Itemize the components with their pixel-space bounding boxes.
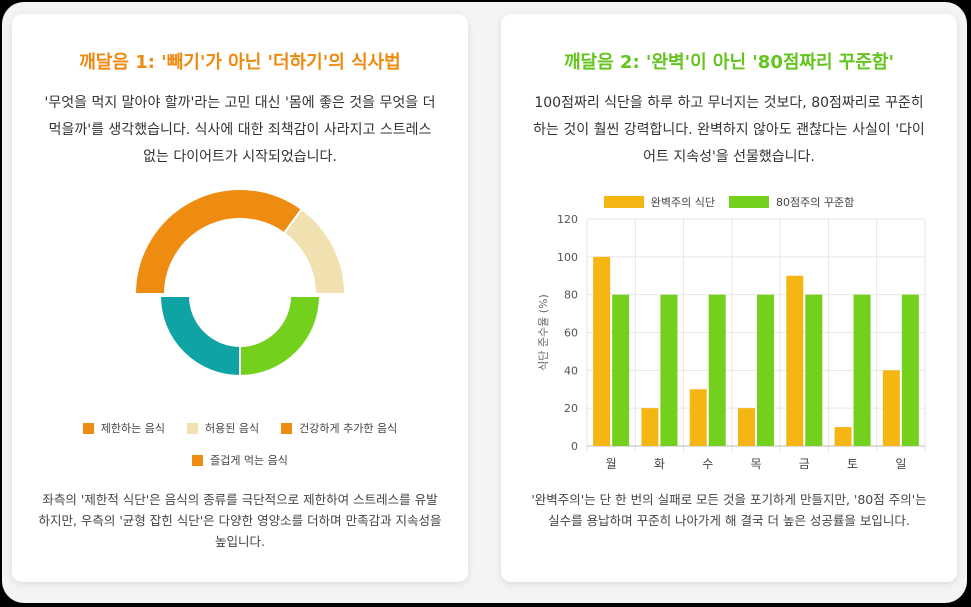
right-card-description: 100점짜리 식단을 하루 하고 무너지는 것보다, 80점짜리로 꾸준히 하는… [533, 95, 925, 165]
legend-item: 완벽주의 식단 [603, 194, 715, 210]
legend-label: 80점주의 꾸준함 [776, 196, 855, 209]
x-tick-label: 화 [654, 457, 665, 471]
y-tick-label: 80 [564, 289, 578, 302]
y-tick-label: 20 [564, 402, 578, 415]
legend-item: 80점주의 꾸준함 [729, 194, 854, 210]
legend-item: 건강하게 추가한 음식 [281, 420, 397, 436]
bar [689, 389, 707, 446]
y-tick-label: 120 [557, 213, 578, 226]
bar-chart: 0 20 40 60 80 100 120 식단 준수율 (%) 월 화 수 목 금 토 일 [537, 213, 926, 471]
x-tick-label: 수 [702, 457, 713, 471]
left-card: 깨달음 1: '빼기'가 아닌 '더하기'의 식사법 '무엇을 먹지 말아야 할… [12, 14, 468, 582]
right-card-note: '완벽주의'는 단 한 번의 실패로 모든 것을 포기하게 만들지만, '80점… [531, 492, 927, 528]
bar [593, 256, 611, 446]
bar [708, 294, 726, 446]
legend-swatch [281, 422, 293, 434]
donut-legend-row-1: 제한하는 음식 허용된 음식 건강하게 추가한 음식 [12, 420, 468, 436]
legend-label: 즐겁게 먹는 음식 [210, 454, 288, 467]
x-tick-label: 일 [895, 457, 906, 471]
bar [757, 294, 774, 446]
y-tick-label: 100 [557, 251, 578, 264]
x-tick-label: 금 [799, 457, 810, 471]
right-card-title: 깨달음 2: '완벽'이 아닌 '80점짜리 꾸준함' [564, 52, 894, 73]
left-card-description: '무엇을 먹지 말아야 할까'라는 고민 대신 '몸에 좋은 것을 무엇을 더 … [44, 95, 436, 165]
x-tick-label: 월 [606, 457, 617, 471]
left-card-note: 좌측의 '제한적 식단'은 음식의 종류를 극단적으로 제한하여 스트레스를 유… [38, 492, 442, 549]
legend-swatch [187, 422, 199, 434]
double-ring-chart [133, 188, 347, 378]
legend-label: 완벽주의 식단 [650, 196, 715, 209]
donut-slice [133, 188, 304, 295]
donut-slice [158, 295, 241, 378]
y-axis-label: 식단 준수율 (%) [537, 294, 550, 371]
bar [834, 427, 852, 446]
donut-slice [239, 295, 322, 378]
legend-label: 허용된 음식 [205, 422, 260, 435]
right-card: 깨달음 2: '완벽'이 아닌 '80점짜리 꾸준함' 100점짜리 식단을 하… [501, 14, 957, 582]
bar [882, 370, 900, 446]
legend-swatch [729, 196, 769, 208]
bar [805, 294, 823, 446]
bar [612, 294, 630, 446]
legend-item: 즐겁게 먹는 음식 [192, 452, 288, 468]
y-tick-label: 40 [564, 364, 578, 377]
bar [641, 408, 659, 446]
legend-swatch [82, 422, 94, 434]
bar [853, 294, 871, 446]
y-tick-label: 0 [571, 440, 578, 453]
legend-swatch [603, 196, 644, 208]
x-tick-label: 토 [847, 457, 858, 471]
bar [786, 275, 804, 446]
bar [660, 294, 678, 446]
bar [738, 408, 755, 446]
legend-label: 건강하게 추가한 음식 [299, 422, 398, 435]
legend-label: 제한하는 음식 [100, 422, 166, 435]
legend-swatch [192, 454, 204, 466]
donut-legend-row-2: 즐겁게 먹는 음식 [12, 452, 468, 468]
bar [901, 294, 919, 446]
bar-chart-legend: 완벽주의 식단 80점주의 꾸준함 [501, 194, 957, 210]
x-tick-label: 목 [750, 457, 761, 471]
legend-item: 허용된 음식 [187, 420, 259, 436]
y-tick-label: 60 [564, 327, 578, 340]
donut-slice [282, 207, 347, 295]
left-card-title: 깨달음 1: '빼기'가 아닌 '더하기'의 식사법 [79, 52, 401, 73]
legend-item: 제한하는 음식 [82, 420, 166, 436]
